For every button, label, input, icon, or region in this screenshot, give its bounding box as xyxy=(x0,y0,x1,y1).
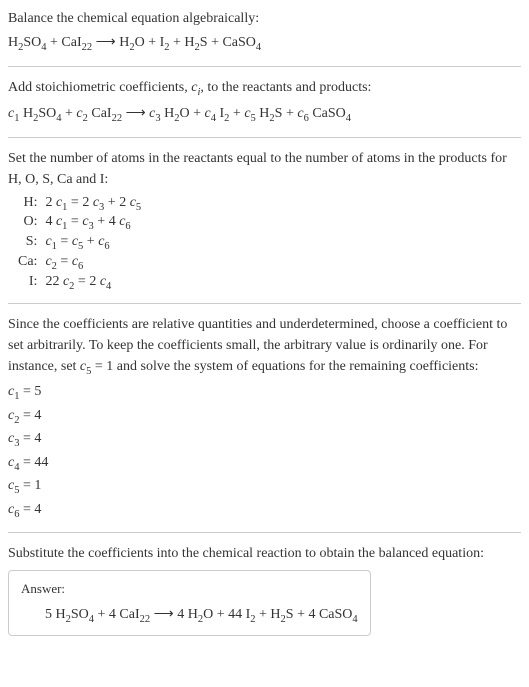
answer-label: Answer: xyxy=(21,581,358,597)
atom-label: O: xyxy=(14,213,41,233)
substitute-text: Substitute the coefficients into the che… xyxy=(8,543,521,564)
atom-label: S: xyxy=(14,233,41,253)
divider xyxy=(8,532,521,533)
atom-equation: 2 c1 = 2 c3 + 2 c5 xyxy=(41,194,145,214)
balance-intro-text: Balance the chemical equation algebraica… xyxy=(8,8,521,29)
table-row: S:c1 = c5 + c6 xyxy=(14,233,145,253)
atom-equation: c1 = c5 + c6 xyxy=(41,233,145,253)
atom-equation: c2 = c6 xyxy=(41,253,145,273)
coef-value: c4 = 44 xyxy=(8,452,521,476)
section-solve: Since the coefficients are relative quan… xyxy=(8,314,521,523)
table-row: O:4 c1 = c3 + 4 c6 xyxy=(14,213,145,233)
atom-equations-table: H:2 c1 = 2 c3 + 2 c5 O:4 c1 = c3 + 4 c6 … xyxy=(14,194,145,293)
divider xyxy=(8,137,521,138)
section-balance-intro: Balance the chemical equation algebraica… xyxy=(8,8,521,56)
coefficient-list: c1 = 5 c2 = 4 c3 = 4 c4 = 44 c5 = 1 c6 =… xyxy=(8,381,521,522)
table-row: I:22 c2 = 2 c4 xyxy=(14,273,145,293)
atom-label: Ca: xyxy=(14,253,41,273)
atoms-text: Set the number of atoms in the reactants… xyxy=(8,148,521,190)
atom-equation: 22 c2 = 2 c4 xyxy=(41,273,145,293)
coef-value: c1 = 5 xyxy=(8,381,521,405)
coef-value: c6 = 4 xyxy=(8,499,521,523)
atom-equation: 4 c1 = c3 + 4 c6 xyxy=(41,213,145,233)
divider xyxy=(8,303,521,304)
section-atoms: Set the number of atoms in the reactants… xyxy=(8,148,521,293)
solve-text: Since the coefficients are relative quan… xyxy=(8,314,521,380)
divider xyxy=(8,66,521,67)
section-answer: Substitute the coefficients into the che… xyxy=(8,543,521,636)
stoich-text: Add stoichiometric coefficients, ci, to … xyxy=(8,77,521,101)
atom-label: H: xyxy=(14,194,41,214)
coef-value: c3 = 4 xyxy=(8,428,521,452)
coef-value: c5 = 1 xyxy=(8,475,521,499)
section-stoichiometric: Add stoichiometric coefficients, ci, to … xyxy=(8,77,521,127)
answer-box: Answer: 5 H2SO4 + 4 CaI22 ⟶ 4 H2O + 44 I… xyxy=(8,570,371,636)
table-row: Ca:c2 = c6 xyxy=(14,253,145,273)
unbalanced-equation: H2SO4 + CaI22 ⟶ H2O + I2 + H2S + CaSO4 xyxy=(8,31,521,56)
atom-label: I: xyxy=(14,273,41,293)
table-row: H:2 c1 = 2 c3 + 2 c5 xyxy=(14,194,145,214)
balanced-equation: 5 H2SO4 + 4 CaI22 ⟶ 4 H2O + 44 I2 + H2S … xyxy=(21,605,358,625)
coef-value: c2 = 4 xyxy=(8,405,521,429)
stoich-equation: c1 H2SO4 + c2 CaI22 ⟶ c3 H2O + c4 I2 + c… xyxy=(8,102,521,127)
